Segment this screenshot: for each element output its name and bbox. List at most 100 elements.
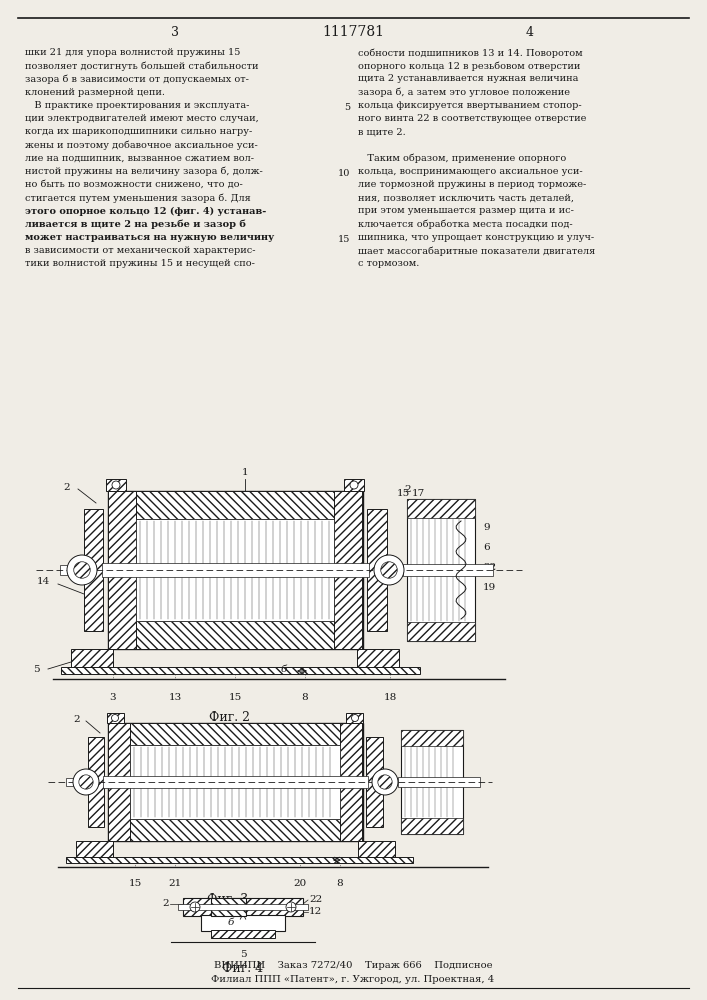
Text: 2: 2 xyxy=(404,485,411,493)
Bar xyxy=(211,930,275,938)
Circle shape xyxy=(79,775,93,789)
Bar xyxy=(136,621,335,649)
Text: Таким образом, применение опорного: Таким образом, применение опорного xyxy=(358,154,566,163)
Text: Фиг. 2: Фиг. 2 xyxy=(209,711,250,724)
Text: 12: 12 xyxy=(309,908,322,916)
Bar xyxy=(71,649,113,667)
Text: клонений размерной цепи.: клонений размерной цепи. xyxy=(25,88,165,97)
Text: в зависимости от механической характерис-: в зависимости от механической характерис… xyxy=(25,246,255,255)
Circle shape xyxy=(351,714,358,722)
Bar xyxy=(403,564,493,576)
Text: ливается в щите 2 на резьбе и зазор б: ливается в щите 2 на резьбе и зазор б xyxy=(25,220,246,229)
Bar xyxy=(130,723,341,745)
Text: лие на подшипник, вызванное сжатием вол-: лие на подшипник, вызванное сжатием вол- xyxy=(25,154,254,163)
Text: 8: 8 xyxy=(337,879,344,888)
Bar xyxy=(407,499,475,518)
Bar xyxy=(340,723,362,841)
Text: ции электродвигателей имеют место случаи,: ции электродвигателей имеют место случаи… xyxy=(25,114,259,123)
Text: может настраиваться на нужную величину: может настраиваться на нужную величину xyxy=(25,233,274,242)
Text: 15: 15 xyxy=(228,693,242,702)
Circle shape xyxy=(372,769,398,795)
Text: б: б xyxy=(281,666,287,674)
Circle shape xyxy=(378,775,392,789)
Bar xyxy=(201,915,285,931)
Text: 14: 14 xyxy=(37,576,50,585)
Text: зазора б, а затем это угловое положение: зазора б, а затем это угловое положение xyxy=(358,88,570,97)
Circle shape xyxy=(381,562,397,578)
Bar xyxy=(357,649,399,667)
Bar xyxy=(346,713,363,723)
Bar xyxy=(407,499,475,641)
Bar xyxy=(108,723,130,841)
Bar xyxy=(358,841,395,857)
Text: 1: 1 xyxy=(242,468,248,477)
Bar xyxy=(407,622,475,641)
Bar xyxy=(60,565,82,575)
Bar xyxy=(66,857,413,863)
Bar xyxy=(107,713,124,723)
Text: 5: 5 xyxy=(240,950,246,959)
Text: 20: 20 xyxy=(293,879,307,888)
Bar xyxy=(367,509,387,631)
Text: шки 21 для упора волнистой пружины 15: шки 21 для упора волнистой пружины 15 xyxy=(25,48,240,57)
Text: 13: 13 xyxy=(168,693,182,702)
Bar xyxy=(88,737,104,827)
Text: 6: 6 xyxy=(483,544,490,552)
Text: стигается путем уменьшения зазора б. Для: стигается путем уменьшения зазора б. Для xyxy=(25,193,251,203)
Text: 9: 9 xyxy=(483,524,490,532)
Text: собности подшипников 13 и 14. Поворотом: собности подшипников 13 и 14. Поворотом xyxy=(358,48,583,57)
Text: 18: 18 xyxy=(383,693,397,702)
Bar xyxy=(401,730,463,746)
Circle shape xyxy=(350,481,358,489)
Text: 15: 15 xyxy=(338,235,350,244)
Text: б: б xyxy=(228,918,234,927)
Text: 15: 15 xyxy=(397,489,410,498)
Text: 10: 10 xyxy=(338,169,350,178)
Bar xyxy=(398,777,480,787)
Text: ного винта 22 в соответствующее отверстие: ного винта 22 в соответствующее отверсти… xyxy=(358,114,586,123)
Bar xyxy=(102,563,369,577)
Circle shape xyxy=(67,555,97,585)
Text: 2: 2 xyxy=(64,483,70,491)
Text: ния, позволяет исключить часть деталей,: ния, позволяет исключить часть деталей, xyxy=(358,193,574,202)
Bar xyxy=(106,479,126,491)
Bar xyxy=(61,667,420,674)
Bar xyxy=(108,491,363,649)
Bar xyxy=(108,491,136,649)
Text: когда их шарикоподшипники сильно нагру-: когда их шарикоподшипники сильно нагру- xyxy=(25,127,252,136)
Text: нистой пружины на величину зазора б, долж-: нистой пружины на величину зазора б, дол… xyxy=(25,167,263,176)
Circle shape xyxy=(74,562,90,578)
Bar xyxy=(76,841,113,857)
Text: кольца, воспринимающего аксиальное уси-: кольца, воспринимающего аксиальное уси- xyxy=(358,167,583,176)
Bar xyxy=(66,778,86,786)
Text: лие тормозной пружины в период торможе-: лие тормозной пружины в период торможе- xyxy=(358,180,586,189)
Bar xyxy=(136,491,335,519)
Text: этого опорное кольцо 12 (фиг. 4) устанав-: этого опорное кольцо 12 (фиг. 4) устанав… xyxy=(25,206,267,216)
Bar xyxy=(130,745,340,819)
Text: Фиг. 3: Фиг. 3 xyxy=(207,893,249,906)
Text: ключается обработка места посадки под-: ключается обработка места посадки под- xyxy=(358,220,573,229)
Circle shape xyxy=(112,714,119,722)
Text: щита 2 устанавливается нужная величина: щита 2 устанавливается нужная величина xyxy=(358,74,578,83)
Text: 4: 4 xyxy=(526,25,534,38)
Text: кольца фиксируется ввертыванием стопор-: кольца фиксируется ввертыванием стопор- xyxy=(358,101,582,110)
Bar xyxy=(344,479,364,491)
Bar xyxy=(108,723,363,841)
Bar xyxy=(130,819,341,841)
Text: шает массогабаритные показатели двигателя: шает массогабаритные показатели двигател… xyxy=(358,246,595,255)
Text: опорного кольца 12 в резьбовом отверстии: опорного кольца 12 в резьбовом отверстии xyxy=(358,61,580,71)
Text: жены и поэтому добавочное аксиальное уси-: жены и поэтому добавочное аксиальное уси… xyxy=(25,140,258,150)
Text: 1117781: 1117781 xyxy=(322,25,384,39)
Bar xyxy=(401,730,463,834)
Text: Филиал ППП «Патент», г. Ужгород, ул. Проектная, 4: Филиал ППП «Патент», г. Ужгород, ул. Про… xyxy=(211,974,495,984)
Text: 5: 5 xyxy=(33,666,40,674)
Text: в щите 2.: в щите 2. xyxy=(358,127,406,136)
Text: тики волнистой пружины 15 и несущей спо-: тики волнистой пружины 15 и несущей спо- xyxy=(25,259,255,268)
Circle shape xyxy=(112,481,120,489)
Text: 17: 17 xyxy=(412,489,425,498)
Circle shape xyxy=(190,902,200,912)
Bar xyxy=(401,818,463,834)
Bar xyxy=(366,737,383,827)
Bar xyxy=(334,491,362,649)
Text: 19: 19 xyxy=(483,584,496,592)
